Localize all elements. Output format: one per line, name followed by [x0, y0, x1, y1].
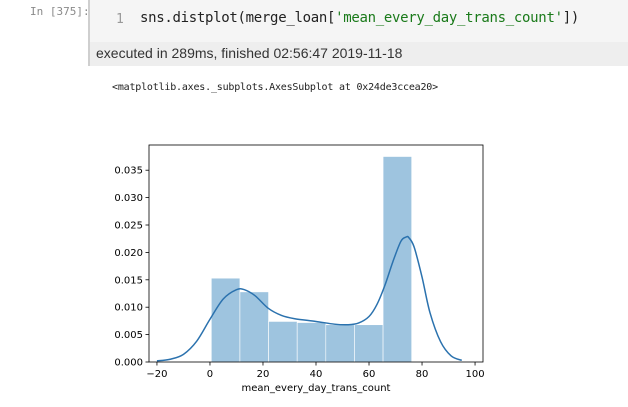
execution-status-bar: executed in 289ms, finished 02:56:47 201…	[88, 42, 628, 66]
x-axis-label: mean_every_day_trans_count	[242, 383, 391, 394]
x-tick-label-1: 0	[207, 369, 213, 380]
code-suffix: ])	[562, 10, 580, 26]
y-tick-label-2: 0.010	[114, 303, 143, 314]
histogram-bar-5	[354, 324, 384, 363]
histogram-bar-2	[268, 321, 298, 363]
input-prompt: In [375]:	[30, 5, 90, 18]
x-tick-label-3: 40	[310, 369, 323, 380]
y-tick-label-3: 0.015	[114, 275, 143, 286]
y-tick-label-5: 0.025	[114, 221, 143, 232]
code-line[interactable]: sns.distplot(merge_loan['mean_every_day_…	[140, 10, 579, 26]
x-tick-label-2: 20	[257, 369, 270, 380]
histogram-bar-4	[325, 324, 355, 363]
histogram-bar-0	[210, 277, 241, 363]
code-input-area[interactable]: 1 sns.distplot(merge_loan['mean_every_da…	[88, 0, 628, 42]
x-tick-label-0: −20	[146, 369, 167, 380]
y-tick-label-1: 0.005	[114, 330, 143, 341]
code-prefix: sns.distplot(merge_loan[	[140, 10, 336, 26]
x-tick-label-5: 80	[416, 369, 429, 380]
y-tick-label-4: 0.020	[114, 248, 143, 259]
histogram-bar-3	[296, 322, 327, 363]
code-string-literal: 'mean_every_day_trans_count'	[335, 10, 563, 26]
y-tick-label-7: 0.035	[114, 166, 143, 177]
x-tick-label-6: 100	[466, 369, 485, 380]
execution-status-text: executed in 289ms, finished 02:56:47 201…	[96, 45, 403, 61]
x-tick-label-4: 60	[363, 369, 376, 380]
kde-line	[156, 235, 463, 362]
y-tick-label-0: 0.000	[114, 358, 143, 369]
histogram-bar-6	[382, 156, 412, 363]
line-number: 1	[116, 12, 124, 27]
output-repr: <matplotlib.axes._subplots.AxesSubplot a…	[112, 82, 438, 93]
y-tick-label-6: 0.030	[114, 193, 143, 204]
histogram-bar-1	[239, 291, 269, 363]
